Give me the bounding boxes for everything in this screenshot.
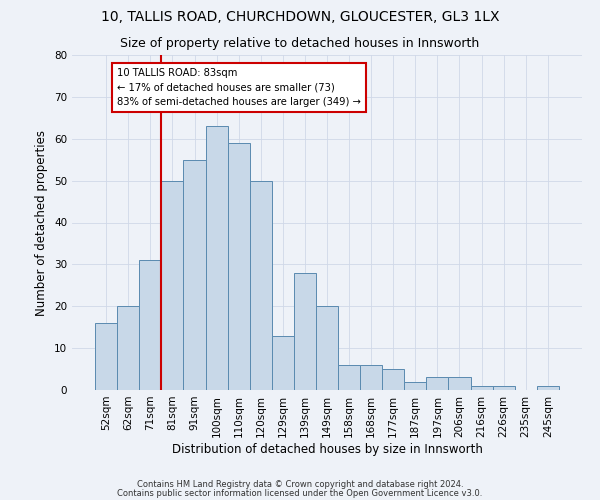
Bar bbox=[117, 306, 139, 390]
Y-axis label: Number of detached properties: Number of detached properties bbox=[35, 130, 49, 316]
Bar bbox=[294, 273, 316, 390]
Bar bbox=[95, 323, 117, 390]
Bar bbox=[184, 160, 206, 390]
Bar bbox=[161, 180, 184, 390]
Bar bbox=[227, 143, 250, 390]
Bar bbox=[360, 365, 382, 390]
Bar bbox=[139, 260, 161, 390]
Text: 10, TALLIS ROAD, CHURCHDOWN, GLOUCESTER, GL3 1LX: 10, TALLIS ROAD, CHURCHDOWN, GLOUCESTER,… bbox=[101, 10, 499, 24]
Bar bbox=[338, 365, 360, 390]
Bar bbox=[404, 382, 427, 390]
X-axis label: Distribution of detached houses by size in Innsworth: Distribution of detached houses by size … bbox=[172, 442, 482, 456]
Bar bbox=[382, 369, 404, 390]
Text: 10 TALLIS ROAD: 83sqm
← 17% of detached houses are smaller (73)
83% of semi-deta: 10 TALLIS ROAD: 83sqm ← 17% of detached … bbox=[117, 68, 361, 107]
Bar bbox=[427, 378, 448, 390]
Bar bbox=[493, 386, 515, 390]
Bar bbox=[448, 378, 470, 390]
Bar bbox=[250, 180, 272, 390]
Text: Contains public sector information licensed under the Open Government Licence v3: Contains public sector information licen… bbox=[118, 489, 482, 498]
Text: Contains HM Land Registry data © Crown copyright and database right 2024.: Contains HM Land Registry data © Crown c… bbox=[137, 480, 463, 489]
Bar bbox=[537, 386, 559, 390]
Bar bbox=[206, 126, 227, 390]
Text: Size of property relative to detached houses in Innsworth: Size of property relative to detached ho… bbox=[121, 38, 479, 51]
Bar bbox=[316, 306, 338, 390]
Bar bbox=[272, 336, 294, 390]
Bar bbox=[470, 386, 493, 390]
